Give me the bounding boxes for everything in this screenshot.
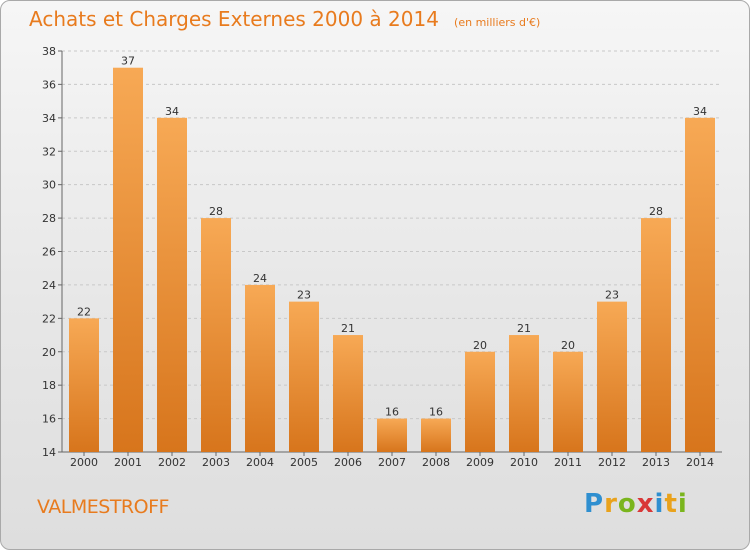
logo-letter: P bbox=[584, 489, 605, 519]
y-tick-label: 30 bbox=[42, 179, 56, 192]
x-tick-label-2014: 2014 bbox=[686, 456, 714, 469]
value-label-2009: 20 bbox=[473, 339, 487, 352]
bar-2008 bbox=[421, 418, 451, 452]
y-tick-label: 22 bbox=[42, 312, 56, 325]
x-tick-label-2011: 2011 bbox=[554, 456, 582, 469]
x-tick-label-2003: 2003 bbox=[202, 456, 230, 469]
value-label-2008: 16 bbox=[429, 406, 443, 419]
chart-title: Achats et Charges Externes 2000 à 2014 (… bbox=[29, 7, 540, 31]
value-label-2002: 34 bbox=[165, 105, 179, 118]
bar-2001 bbox=[113, 67, 143, 452]
bars bbox=[69, 67, 715, 452]
value-label-2001: 37 bbox=[121, 55, 135, 68]
y-tick-label: 34 bbox=[42, 112, 56, 125]
value-label-2012: 23 bbox=[605, 289, 619, 302]
x-tick-label-2006: 2006 bbox=[334, 456, 362, 469]
x-tick-label-2005: 2005 bbox=[290, 456, 318, 469]
value-label-2004: 24 bbox=[253, 272, 267, 285]
bar-2010 bbox=[509, 335, 539, 452]
x-tick-label-2013: 2013 bbox=[642, 456, 670, 469]
unit-text: (en milliers d'€) bbox=[454, 16, 541, 29]
y-tick-label: 26 bbox=[42, 246, 56, 259]
bar-2014 bbox=[685, 117, 715, 452]
value-label-2013: 28 bbox=[649, 205, 663, 218]
logo-letter: o bbox=[617, 489, 637, 519]
logo-letter: r bbox=[604, 489, 618, 519]
value-label-2003: 28 bbox=[209, 205, 223, 218]
y-tick-label: 20 bbox=[42, 346, 56, 359]
y-tick-label: 32 bbox=[42, 145, 56, 158]
bar-2002 bbox=[157, 117, 187, 452]
value-label-2000: 22 bbox=[77, 305, 91, 318]
value-label-2007: 16 bbox=[385, 406, 399, 419]
bar-2011 bbox=[553, 351, 583, 452]
y-tick-label: 14 bbox=[42, 446, 56, 459]
value-label-2005: 23 bbox=[297, 289, 311, 302]
logo-letter: t bbox=[664, 489, 678, 519]
proxiti-logo: Proxiti bbox=[584, 489, 688, 519]
bar-2009 bbox=[465, 351, 495, 452]
bar-2003 bbox=[201, 218, 231, 452]
y-tick-label: 36 bbox=[42, 78, 56, 91]
logo-letter: x bbox=[636, 489, 655, 519]
bar-2005 bbox=[289, 301, 319, 452]
bar-2012 bbox=[597, 301, 627, 452]
data-labels: 22 37 34 28 24 23 21 16 16 20 21 20 23 28 34 bbox=[77, 55, 707, 419]
y-tick-label: 28 bbox=[42, 212, 56, 225]
value-label-2006: 21 bbox=[341, 322, 355, 335]
y-tick-label: 18 bbox=[42, 379, 56, 392]
bar-2007 bbox=[377, 418, 407, 452]
x-tick-label-2000: 2000 bbox=[70, 456, 98, 469]
bar-2000 bbox=[69, 318, 99, 452]
value-label-2014: 34 bbox=[693, 105, 707, 118]
bar-2013 bbox=[641, 218, 671, 452]
x-tick-label-2012: 2012 bbox=[598, 456, 626, 469]
logo-letter: i bbox=[654, 489, 665, 519]
title-text: Achats et Charges Externes 2000 à 2014 bbox=[29, 7, 439, 31]
x-tick-label-2007: 2007 bbox=[378, 456, 406, 469]
value-label-2011: 20 bbox=[561, 339, 575, 352]
y-tick-label: 38 bbox=[42, 45, 56, 58]
x-tick-label-2010: 2010 bbox=[510, 456, 538, 469]
bar-2004 bbox=[245, 284, 275, 452]
bar-2006 bbox=[333, 335, 363, 452]
commune-name: VALMESTROFF bbox=[37, 496, 169, 518]
logo-letter: i bbox=[677, 489, 688, 519]
value-label-2010: 21 bbox=[517, 322, 531, 335]
y-tick-label: 24 bbox=[42, 279, 56, 292]
x-tick-label-2002: 2002 bbox=[158, 456, 186, 469]
x-tick-label-2001: 2001 bbox=[114, 456, 142, 469]
x-tick-label-2008: 2008 bbox=[422, 456, 450, 469]
x-tick-label-2009: 2009 bbox=[466, 456, 494, 469]
y-tick-label: 16 bbox=[42, 413, 56, 426]
x-tick-label-2004: 2004 bbox=[246, 456, 274, 469]
